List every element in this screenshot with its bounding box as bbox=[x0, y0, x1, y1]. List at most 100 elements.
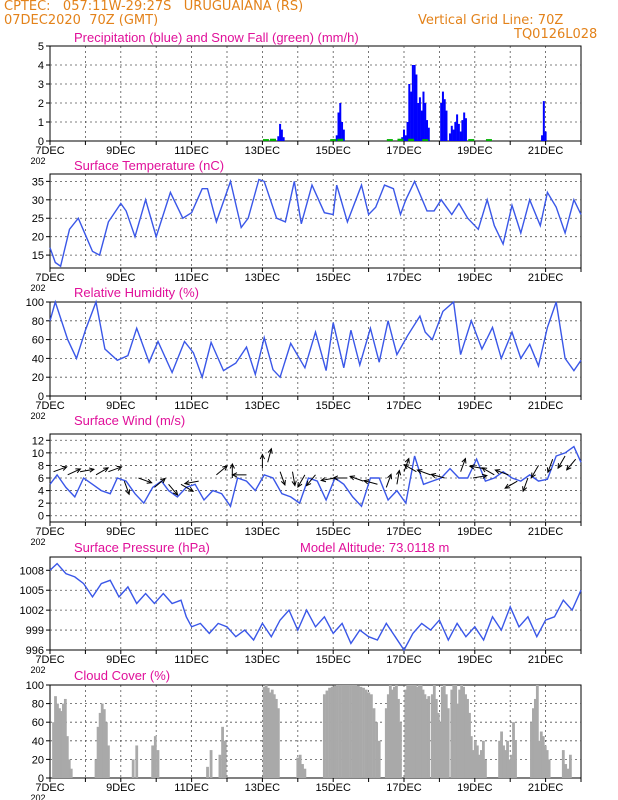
cloud-bar bbox=[206, 766, 209, 778]
cloud-bar bbox=[543, 745, 547, 778]
wind-arrow bbox=[108, 466, 122, 473]
wind-arrowhead bbox=[494, 469, 501, 475]
cloud-bar bbox=[530, 722, 533, 778]
wind-arrowhead bbox=[291, 480, 297, 487]
cloud-bar bbox=[156, 750, 160, 778]
x-tick-label: 9DEC bbox=[106, 654, 135, 666]
cloud-bar bbox=[406, 685, 410, 778]
pressure-line bbox=[49, 562, 582, 652]
wind-arrowhead bbox=[404, 457, 410, 464]
y-tick-label: 4 bbox=[38, 486, 44, 498]
precip-bar bbox=[279, 123, 282, 141]
cloud-bar bbox=[464, 694, 467, 778]
cloud-bar bbox=[102, 709, 106, 778]
precip-bar bbox=[339, 103, 342, 141]
x-tick-label: 21DEC bbox=[528, 654, 564, 666]
wind-arrow bbox=[472, 475, 487, 479]
y-tick-label: 20 bbox=[32, 372, 44, 384]
snow-bar bbox=[397, 138, 404, 141]
wind-arrowhead bbox=[320, 477, 327, 483]
wind-arrow bbox=[531, 465, 539, 478]
cloud-bar bbox=[446, 708, 450, 778]
wind-arrowhead bbox=[183, 480, 190, 486]
wind-arrow bbox=[80, 468, 94, 473]
cloud-bar bbox=[262, 686, 266, 778]
x-tick-label: 11DEC bbox=[174, 526, 209, 538]
y-tick-label: 2 bbox=[38, 98, 44, 110]
y-tick-label: 996 bbox=[26, 645, 44, 657]
x-tick-label: 21DEC bbox=[528, 782, 564, 794]
cloud-bar bbox=[131, 759, 135, 778]
cloud-bar bbox=[412, 685, 415, 778]
wind-arrow bbox=[431, 473, 445, 479]
precipitation-frame bbox=[49, 45, 582, 142]
cloud-bar bbox=[375, 722, 379, 778]
precip-bar bbox=[413, 65, 416, 141]
x-tick-label: 11DEC bbox=[174, 654, 209, 666]
temperature-chart: 15 20 25 30 35 7DEC 9DEC 11DEC 13DEC 15DEC 17DEC 19… bbox=[30, 158, 582, 293]
cloud-bar bbox=[468, 712, 471, 778]
x-tick-label: 9DEC bbox=[106, 782, 135, 794]
y-tick-label: 20 bbox=[32, 754, 44, 766]
wind-arrow bbox=[53, 466, 67, 473]
x-tick-label: 13DEC bbox=[245, 782, 281, 794]
cloud-bar bbox=[423, 694, 427, 778]
cloud-bar bbox=[94, 759, 98, 778]
cloud-bar bbox=[336, 685, 339, 778]
wind-arrowhead bbox=[396, 469, 402, 476]
x-tick-label: 13DEC bbox=[245, 654, 281, 666]
y-tick-label: 0 bbox=[38, 391, 44, 403]
x-tick-label: 17DEC bbox=[386, 272, 422, 284]
wind-arrow bbox=[138, 477, 152, 484]
wind-arrow bbox=[349, 475, 364, 482]
y-tick-label: 60 bbox=[32, 717, 44, 729]
wind-arrowhead bbox=[387, 473, 393, 480]
x-tick-label: 17DEC bbox=[386, 654, 422, 666]
wind-arrowhead bbox=[461, 457, 467, 464]
cloud-bar bbox=[532, 708, 535, 778]
y-tick-label: 1005 bbox=[20, 585, 44, 597]
snow-bar bbox=[262, 139, 269, 141]
wind-arrow bbox=[216, 465, 228, 476]
precip-bar bbox=[277, 136, 280, 141]
x-year-label: 202 bbox=[30, 156, 45, 166]
cloud-bar bbox=[338, 685, 342, 778]
cloud-bar bbox=[351, 685, 355, 778]
wind-arrow bbox=[469, 465, 484, 470]
precipitation-title: Precipitation (blue) and Snow Fall (gree… bbox=[74, 30, 359, 45]
y-tick-label: 1002 bbox=[20, 605, 44, 617]
cloud-bar bbox=[266, 687, 270, 778]
x-tick-label: 21DEC bbox=[528, 272, 564, 284]
cloud-bar bbox=[392, 686, 396, 778]
wind-arrowhead bbox=[259, 453, 266, 460]
run-time-header: 07DEC2020 70Z (GMT) bbox=[4, 13, 159, 28]
snow-bar bbox=[485, 139, 492, 141]
wind-arrowhead bbox=[231, 472, 238, 478]
wind-arrowhead bbox=[116, 465, 123, 471]
cloud-bar bbox=[427, 696, 431, 778]
cloud-bar bbox=[430, 694, 434, 778]
x-year-label: 202 bbox=[30, 665, 45, 675]
x-tick-label: 11DEC bbox=[174, 145, 209, 157]
x-tick-label: 19DEC bbox=[457, 526, 493, 538]
wind-arrow bbox=[154, 478, 166, 488]
y-tick-label: 100 bbox=[26, 297, 44, 309]
cloud-bar bbox=[514, 740, 517, 778]
precip-bar bbox=[441, 91, 444, 141]
cloud-bar bbox=[268, 692, 272, 778]
cloud-bar bbox=[479, 750, 483, 778]
snow-bar bbox=[330, 139, 337, 141]
y-tick-label: 2 bbox=[38, 498, 44, 510]
cloud-bar bbox=[346, 685, 350, 778]
y-tick-label: 0 bbox=[38, 511, 44, 523]
wind-arrow bbox=[566, 458, 577, 471]
precip-bar bbox=[427, 127, 430, 141]
y-tick-label: 40 bbox=[32, 353, 44, 365]
precip-bar bbox=[461, 120, 464, 141]
cloud-bar bbox=[349, 685, 352, 778]
cloud-bar bbox=[223, 740, 227, 778]
wind-arrowhead bbox=[61, 465, 68, 471]
y-tick-label: 4 bbox=[38, 60, 44, 72]
cloud-bar bbox=[498, 740, 501, 778]
precipitation-chart: 0 1 2 3 4 5 7DEC 9DEC 11DEC 13DEC 15DEC 17DEC 19DEC 2… bbox=[30, 30, 582, 166]
